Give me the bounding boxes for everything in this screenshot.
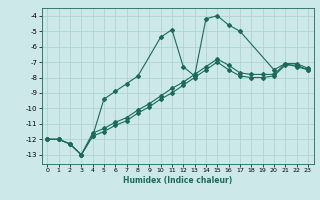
X-axis label: Humidex (Indice chaleur): Humidex (Indice chaleur) [123, 176, 232, 185]
